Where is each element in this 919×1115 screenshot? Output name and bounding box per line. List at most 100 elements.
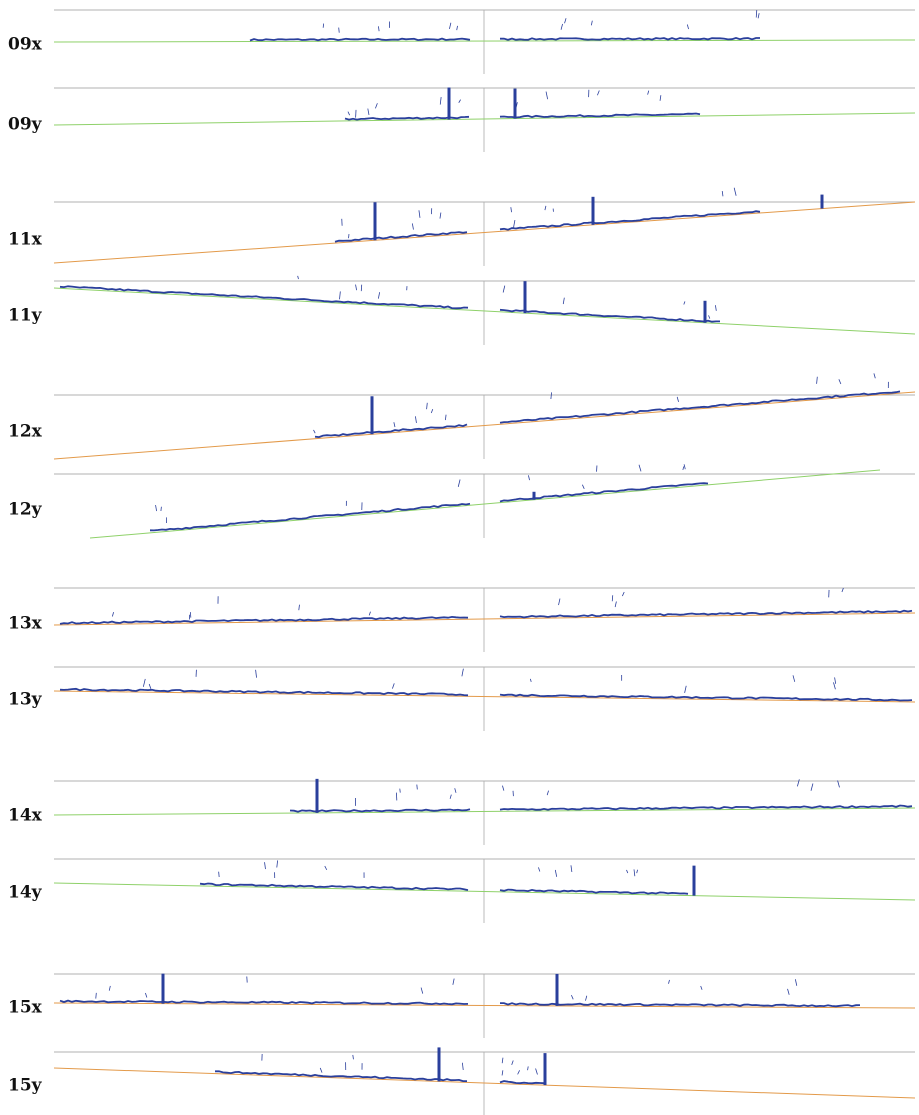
scatter-stroke [518, 1070, 520, 1074]
scatter-stroke [453, 979, 454, 985]
scatter-stroke [797, 779, 799, 786]
scatter-stroke [462, 1063, 463, 1070]
scatter-stroke [514, 220, 515, 227]
scatter-stroke [325, 866, 327, 870]
scatter-stroke [660, 95, 661, 101]
ground-line [54, 392, 915, 459]
scatter-stroke [536, 1068, 538, 1074]
profile [500, 483, 708, 501]
panel-label: 12x [8, 422, 43, 442]
profile [500, 391, 900, 422]
scatter-stroke [546, 92, 548, 100]
scatter-stroke [440, 97, 441, 104]
profile [335, 232, 467, 242]
scatter-stroke [156, 505, 157, 511]
scatter-stroke [683, 466, 684, 469]
panel: 12y [8, 464, 915, 538]
scatter-stroke [265, 862, 266, 869]
ground-line [54, 288, 915, 334]
scatter-stroke [545, 206, 546, 210]
profile [150, 504, 470, 531]
scatter-stroke [445, 415, 446, 420]
scatter-stroke [685, 686, 687, 693]
scatter-stroke [571, 995, 573, 999]
profile [500, 806, 912, 810]
scatter-stroke [299, 605, 300, 611]
scatter-stroke [112, 612, 113, 616]
scatter-stroke [459, 100, 461, 103]
panel-label: 14y [8, 883, 43, 903]
scatter-stroke [256, 670, 257, 678]
scatter-stroke [597, 90, 599, 95]
panel: 11x [8, 188, 915, 266]
scatter-stroke [811, 783, 813, 790]
scatter-stroke [559, 599, 560, 606]
panel: 13x [8, 588, 915, 652]
panel: 12x [8, 373, 915, 459]
scatter-stroke [149, 684, 151, 689]
profile [250, 39, 470, 41]
scatter-stroke [419, 210, 420, 218]
panel: 09y [8, 87, 915, 152]
profile [315, 424, 467, 437]
ground-line [54, 808, 915, 815]
scatter-stroke [715, 305, 716, 311]
scatter-stroke [701, 986, 702, 990]
scatter-stroke [353, 1055, 354, 1059]
scatter-stroke [793, 675, 795, 682]
scatter-stroke [538, 867, 539, 871]
scatter-stroke [622, 592, 624, 596]
scatter-stroke [143, 679, 145, 687]
scatter-stroke [421, 988, 423, 994]
scatter-stroke [503, 286, 505, 293]
ground-line [54, 40, 915, 42]
scatter-stroke [412, 223, 413, 229]
scatter-stroke [145, 993, 146, 997]
scatter-stroke [842, 588, 843, 592]
scatter-stroke [348, 112, 350, 116]
panel-label: 14x [8, 806, 43, 826]
scatter-stroke [734, 188, 736, 196]
scatter-stroke [339, 28, 340, 33]
scatter-stroke [788, 989, 790, 995]
scatter-stroke [415, 416, 416, 423]
scatter-stroke [687, 25, 688, 30]
panel: 15x [8, 974, 915, 1038]
ground-line [54, 883, 915, 900]
scatter-stroke [547, 791, 548, 796]
scatter-stroke [551, 392, 552, 399]
ground-line [54, 613, 915, 625]
scatter-stroke [340, 291, 341, 299]
scatter-stroke [758, 13, 759, 18]
figure: 09x09y11x11y12x12y13x13y14x14y15x15y [0, 0, 919, 1115]
scatter-stroke [634, 869, 635, 876]
panel-label: 11y [8, 306, 43, 326]
scatter-stroke [502, 786, 503, 791]
scatter-stroke [561, 24, 563, 30]
scatter-stroke [709, 315, 710, 318]
scatter-stroke [502, 1058, 503, 1064]
scatter-stroke [356, 285, 357, 291]
scatter-stroke [563, 298, 564, 304]
ground-line [54, 113, 915, 125]
ground-line [54, 202, 915, 263]
scatter-stroke [96, 993, 97, 999]
profile [500, 211, 760, 230]
scatter-stroke [457, 26, 458, 30]
panel: 14y [8, 859, 915, 923]
scatter-stroke [378, 26, 379, 31]
scatter-stroke [585, 996, 586, 1001]
scatter-stroke [838, 780, 840, 787]
scatter-stroke [684, 301, 685, 304]
scatter-stroke [565, 18, 567, 23]
scatter-stroke [615, 601, 616, 607]
scatter-stroke [637, 870, 638, 873]
scatter-stroke [591, 21, 592, 26]
scatter-stroke [795, 979, 796, 985]
panel-label: 09x [8, 35, 43, 55]
scatter-stroke [833, 682, 835, 689]
scatter-stroke [277, 860, 278, 867]
scatter-stroke [449, 23, 450, 29]
scatter-stroke [756, 10, 757, 17]
panel: 14x [8, 779, 915, 845]
